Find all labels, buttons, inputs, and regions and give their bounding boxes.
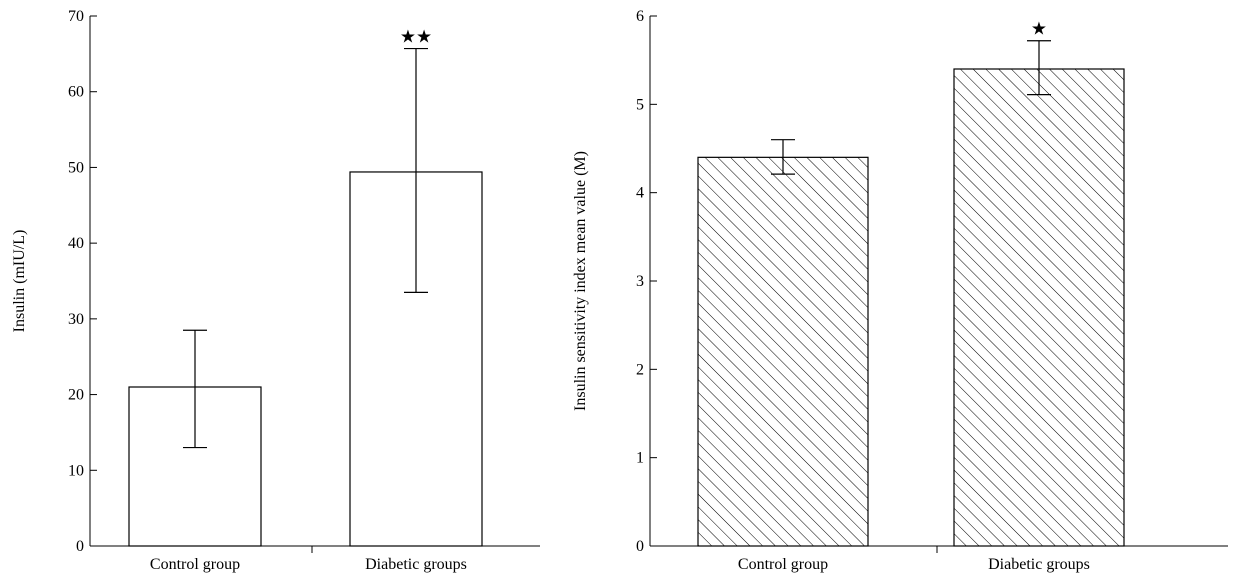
y-axis-title: Insulin sensitivity index mean value (M) [572, 151, 589, 411]
y-tick-label: 1 [636, 450, 644, 467]
insulin-chart: 0 10 20 30 40 50 60 70 Insulin (mIU/L) Control gr… [11, 8, 540, 573]
y-tick-label: 6 [636, 8, 644, 25]
y-tick-label: 5 [636, 96, 644, 113]
x-tick-label: Diabetic groups [988, 556, 1090, 573]
y-tick-label: 0 [636, 538, 644, 555]
y-tick-label: 20 [68, 387, 84, 404]
y-tick-label: 4 [636, 185, 644, 202]
y-tick-label: 3 [636, 273, 644, 290]
x-tick-label: Control group [738, 556, 828, 573]
y-tick-label: 10 [68, 462, 84, 479]
bar [953, 68, 1125, 547]
x-tick-label: Control group [150, 556, 240, 573]
bar [697, 156, 869, 547]
y-tick-label: 2 [636, 361, 644, 378]
y-tick-label: 40 [68, 235, 84, 252]
insulin-sensitivity-chart: 0 1 2 3 4 5 6 Insulin sensitivity index mean va… [572, 8, 1228, 573]
y-tick-label: 50 [68, 159, 84, 176]
y-tick-label: 60 [68, 84, 84, 101]
y-axis-title: Insulin (mIU/L) [11, 230, 28, 333]
significance-marker: ★ [1031, 19, 1047, 39]
significance-marker: ★★ [400, 27, 432, 47]
y-tick-label: 70 [68, 8, 84, 25]
y-tick-label: 30 [68, 311, 84, 328]
x-tick-label: Diabetic groups [365, 556, 467, 573]
y-tick-label: 0 [76, 538, 84, 555]
